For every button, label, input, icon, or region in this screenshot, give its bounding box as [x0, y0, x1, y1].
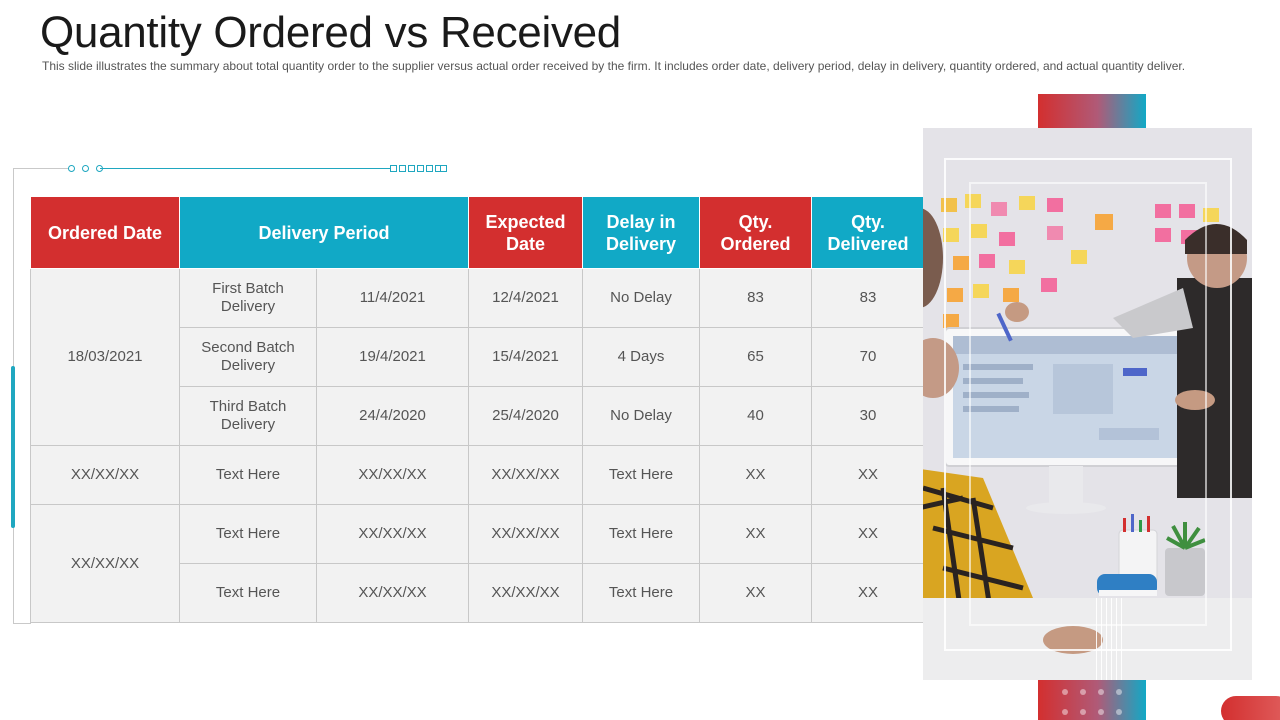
- photo-frame-inner: [969, 182, 1207, 626]
- qty-delivered-cell: XX: [811, 563, 925, 623]
- accent-dot: [1116, 709, 1122, 715]
- qty-delivered-cell: XX: [811, 445, 925, 505]
- batch-cell: Text Here: [179, 504, 317, 564]
- expected-date-cell: XX/XX/XX: [468, 563, 583, 623]
- delivery-date-cell: XX/XX/XX: [316, 563, 469, 623]
- header-delay: Delay in Delivery: [582, 196, 700, 269]
- ordered-date-cell: 18/03/2021: [30, 268, 180, 446]
- deco-square: [440, 165, 447, 172]
- delivery-date-cell: XX/XX/XX: [316, 445, 469, 505]
- batch-cell: Text Here: [179, 445, 317, 505]
- deco-circle: [82, 165, 89, 172]
- expected-date-cell: XX/XX/XX: [468, 504, 583, 564]
- table-row: 18/03/2021 First Batch Delivery 11/4/202…: [30, 268, 925, 446]
- table-row: XX/XX/XX Text Here XX/XX/XX XX/XX/XX Tex…: [30, 504, 925, 623]
- expected-date-cell: 12/4/2021: [468, 268, 583, 328]
- deco-vline: [1116, 598, 1117, 680]
- deco-vline: [1101, 598, 1102, 680]
- table-row: Second Batch Delivery 19/4/2021 15/4/202…: [31, 327, 925, 387]
- qty-delivered-cell: 70: [811, 327, 925, 387]
- frame-top-line: [13, 168, 69, 169]
- accent-dot: [1062, 709, 1068, 715]
- table-row: Text Here XX/XX/XX XX/XX/XX Text Here XX…: [31, 563, 925, 623]
- header-delivery-period: Delivery Period: [179, 196, 469, 269]
- page-subtitle: This slide illustrates the summary about…: [42, 59, 1186, 73]
- batch-cell: Text Here: [179, 563, 317, 623]
- deco-vline: [1121, 598, 1122, 680]
- accent-bar-bottom: [1038, 680, 1146, 720]
- frame-accent-bar: [11, 366, 15, 528]
- table-header-row: Ordered Date Delivery Period Expected Da…: [30, 196, 925, 269]
- photo-frame-outer: [944, 158, 1232, 651]
- delay-cell: Text Here: [582, 504, 700, 564]
- ordered-date-cell: XX/XX/XX: [30, 504, 180, 623]
- deco-vline: [1096, 598, 1097, 680]
- delivery-date-cell: 24/4/2020: [316, 386, 469, 446]
- qty-ordered-cell: 40: [699, 386, 812, 446]
- table-row: Third Batch Delivery 24/4/2020 25/4/2020…: [31, 386, 925, 446]
- deco-circle: [68, 165, 75, 172]
- deco-square: [426, 165, 433, 172]
- accent-dot: [1098, 689, 1104, 695]
- batch-cell: First Batch Delivery: [179, 268, 317, 328]
- deco-vline: [1106, 598, 1107, 680]
- deco-vline: [1111, 598, 1112, 680]
- expected-date-cell: 15/4/2021: [468, 327, 583, 387]
- deco-square: [390, 165, 397, 172]
- expected-date-cell: 25/4/2020: [468, 386, 583, 446]
- table-row: XX/XX/XX Text Here XX/XX/XX XX/XX/XX Tex…: [30, 445, 925, 505]
- page-title: Quantity Ordered vs Received: [40, 8, 621, 57]
- deco-line: [100, 168, 390, 169]
- header-ordered-date: Ordered Date: [30, 196, 180, 269]
- qty-ordered-cell: 83: [699, 268, 812, 328]
- delivery-date-cell: XX/XX/XX: [316, 504, 469, 564]
- batch-cell: Third Batch Delivery: [179, 386, 317, 446]
- qty-ordered-cell: XX: [699, 445, 812, 505]
- deco-square: [408, 165, 415, 172]
- delay-cell: Text Here: [582, 563, 700, 623]
- accent-bar-top: [1038, 94, 1146, 128]
- qty-ordered-cell: XX: [699, 504, 812, 564]
- header-expected-date: Expected Date: [468, 196, 583, 269]
- accent-dot: [1062, 689, 1068, 695]
- qty-delivered-cell: XX: [811, 504, 925, 564]
- accent-dot: [1116, 689, 1122, 695]
- frame-bottom-line: [13, 623, 31, 624]
- corner-accent-pill: [1221, 696, 1280, 720]
- delivery-date-cell: 11/4/2021: [316, 268, 469, 328]
- qty-ordered-cell: 65: [699, 327, 812, 387]
- qty-ordered-cell: XX: [699, 563, 812, 623]
- qty-delivered-cell: 83: [811, 268, 925, 328]
- header-qty-delivered: Qty. Delivered: [811, 196, 925, 269]
- ordered-date-cell: XX/XX/XX: [30, 445, 180, 505]
- delay-cell: 4 Days: [582, 327, 700, 387]
- qty-delivered-cell: 30: [811, 386, 925, 446]
- deco-square: [417, 165, 424, 172]
- accent-dot: [1080, 689, 1086, 695]
- delay-cell: No Delay: [582, 386, 700, 446]
- batch-cell: Second Batch Delivery: [179, 327, 317, 387]
- accent-dot: [1080, 709, 1086, 715]
- quantity-table: Ordered Date Delivery Period Expected Da…: [30, 196, 925, 623]
- expected-date-cell: XX/XX/XX: [468, 445, 583, 505]
- delay-cell: Text Here: [582, 445, 700, 505]
- accent-dot: [1098, 709, 1104, 715]
- delay-cell: No Delay: [582, 268, 700, 328]
- deco-square: [399, 165, 406, 172]
- header-qty-ordered: Qty. Ordered: [699, 196, 812, 269]
- delivery-date-cell: 19/4/2021: [316, 327, 469, 387]
